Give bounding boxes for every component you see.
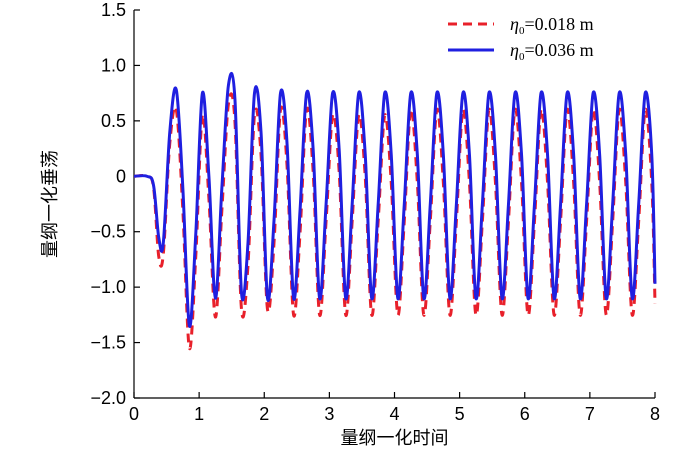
legend-subscript: 0 [519,51,525,63]
y-tick-label: −2.0 [90,388,126,408]
y-tick-label: 1.5 [101,0,126,20]
x-tick-label: 7 [585,404,595,424]
x-tick-label: 6 [520,404,530,424]
y-tick-label: −1.5 [90,333,126,353]
plot-area [133,72,657,350]
y-tick-label: −0.5 [90,222,126,242]
x-axis-label: 量纲一化时间 [341,428,449,449]
x-tick-label: 0 [129,404,139,424]
x-tick-label: 8 [650,404,660,424]
x-tick-label: 1 [194,404,204,424]
y-tick-label: 1.0 [101,55,126,75]
y-tick-label: 0 [116,166,126,186]
legend-value: =0.018 m [524,14,593,34]
x-tick-label: 5 [455,404,465,424]
y-tick-label: −1.0 [90,277,126,297]
x-tick-label: 4 [389,404,399,424]
x-tick-label: 2 [259,404,269,424]
y-tick-label: 0.5 [101,111,126,131]
legend-symbol: η [510,40,519,60]
series-line-1 [133,72,657,328]
legend-symbol: η [510,14,519,34]
legend-entry-0: η0=0.018 m [510,14,594,37]
legend-value: =0.036 m [524,40,593,60]
legend-entry-1: η0=0.036 m [510,40,594,63]
legend: η0=0.018 mη0=0.036 m [448,14,594,63]
x-tick-label: 3 [324,404,334,424]
legend-subscript: 0 [519,25,525,37]
y-axis-label: 量纲一化垂荡 [40,150,61,258]
